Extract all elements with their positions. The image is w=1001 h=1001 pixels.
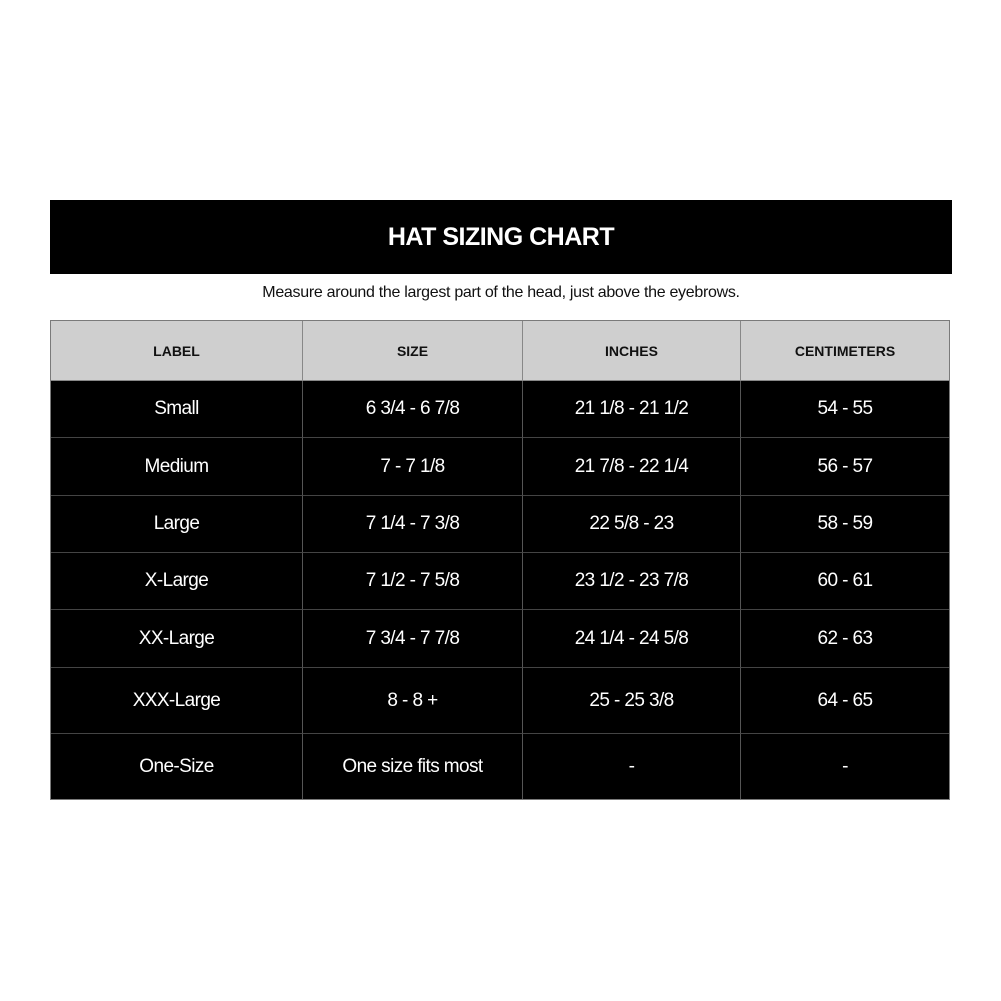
table-cell-label: Medium <box>51 438 303 496</box>
column-header-label: LABEL <box>51 321 303 381</box>
page-title: HAT SIZING CHART <box>387 222 615 251</box>
table-cell-inches: - <box>523 734 741 799</box>
table-cell-label: XX-Large <box>51 610 303 668</box>
table-cell-centimeters: 64 - 65 <box>741 668 949 734</box>
table-cell-centimeters: 54 - 55 <box>741 381 949 438</box>
table-cell-size: 6 3/4 - 6 7/8 <box>303 381 523 438</box>
column-header-inches: INCHES <box>523 321 741 381</box>
table-cell-centimeters: - <box>842 755 848 777</box>
table-cell-label: One-Size <box>51 734 303 799</box>
table-cell-size: 7 1/2 - 7 5/8 <box>303 553 523 610</box>
table-cell-size: 7 1/4 - 7 3/8 <box>303 496 523 553</box>
table-cell-inches: 21 1/8 - 21 1/2 <box>523 381 741 438</box>
table-cell-label: Large <box>51 496 303 553</box>
subtitle: Measure around the largest part of the h… <box>262 284 740 301</box>
table-cell-inches: 25 - 25 3/8 <box>523 668 741 734</box>
column-header-size: SIZE <box>303 321 523 381</box>
table-cell-label: Small <box>51 381 303 438</box>
table-cell-size: 8 - 8 + <box>303 668 523 734</box>
table-cell-centimeters: 58 - 59 <box>741 496 949 553</box>
table-cell-size: One size fits most <box>303 734 523 799</box>
title-bar: HAT SIZING CHART <box>50 200 952 274</box>
table-cell-size: 7 3/4 - 7 7/8 <box>303 610 523 668</box>
size-table: LABEL SIZE INCHES CENTIMETERS Small 6 3/4 - 6… <box>50 320 950 800</box>
table-cell-centimeters: 56 - 57 <box>741 438 949 496</box>
table-cell-centimeters: 60 - 61 <box>741 553 949 610</box>
table-cell-centimeters: 62 - 63 <box>741 610 949 668</box>
table-cell-inches: 23 1/2 - 23 7/8 <box>523 553 741 610</box>
table-cell-inches: 24 1/4 - 24 5/8 <box>523 610 741 668</box>
table-cell-size: 7 - 7 1/8 <box>303 438 523 496</box>
column-header-centimeters: CENTIMETERS <box>741 321 949 381</box>
table-cell-inches: 21 7/8 - 22 1/4 <box>523 438 741 496</box>
table-cell-label: X-Large <box>51 553 303 610</box>
table-cell-inches: 22 5/8 - 23 <box>523 496 741 553</box>
table-cell-label: XXX-Large <box>51 668 303 734</box>
